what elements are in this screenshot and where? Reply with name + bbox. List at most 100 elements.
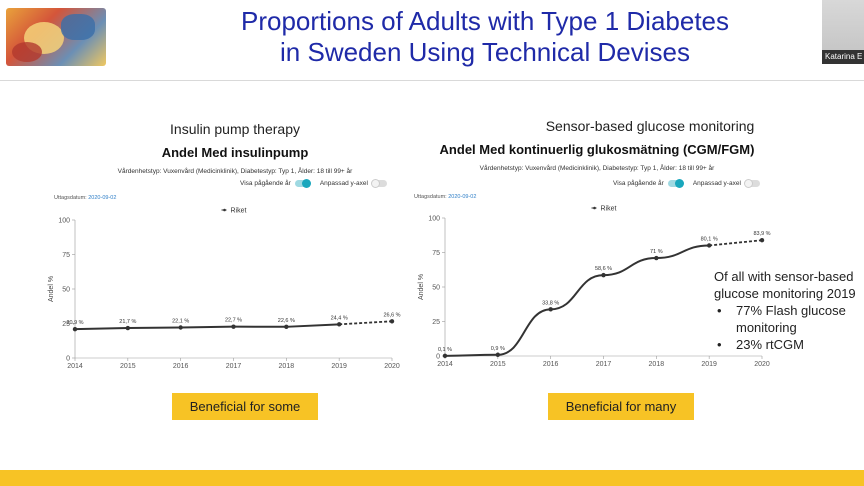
slide-title: Proportions of Adults with Type 1 Diabet… — [150, 6, 820, 68]
series-line-solid — [74, 323, 340, 331]
right-toggle-custom-axis-switch[interactable] — [743, 179, 760, 188]
y-tick-label: 50 — [432, 285, 440, 292]
data-label: 0,1 % — [438, 347, 452, 353]
left-toggle-running-year-label: Visa pågående år — [240, 180, 291, 187]
left-toggle-custom-axis-switch[interactable] — [370, 179, 387, 188]
data-label: 26,6 % — [383, 312, 400, 318]
presenter-name: Katarina E — [822, 50, 864, 64]
data-point — [654, 255, 659, 261]
left-extract-date-label: Uttagsdatum: — [54, 195, 87, 201]
y-tick-label: 75 — [432, 250, 440, 257]
data-point — [601, 272, 606, 278]
data-label: 22,7 % — [225, 318, 242, 324]
data-label: 22,1 % — [172, 319, 189, 325]
data-label: 24,4 % — [331, 315, 348, 321]
right-extract-date-value: 2020-09-02 — [448, 194, 477, 200]
right-panel-caption: Sensor-based glucose monitoring — [545, 118, 755, 134]
slide-title-line-1: Proportions of Adults with Type 1 Diabet… — [240, 6, 730, 36]
left-panel-caption: Insulin pump therapy — [170, 121, 300, 137]
x-tick-label: 2015 — [120, 363, 136, 370]
data-label: 83,9 % — [753, 231, 770, 237]
left-extract-date-value: 2020-09-02 — [88, 195, 117, 201]
insulin-pump-line-chart: 0 25 50 75 100 2014 2015 2016 2017 2018 2019 2020 An… — [48, 208, 401, 371]
legend-marker — [593, 206, 596, 210]
x-tick-label: 2020 — [754, 361, 770, 368]
data-point — [442, 353, 448, 359]
slide-title-line-2: in Sweden Using Technical Devises — [280, 37, 690, 67]
x-tick-label: 2017 — [596, 361, 612, 368]
left-panel-extract-date: Uttagsdatum: 2020-09-02 — [54, 195, 116, 201]
x-tick-label: 2014 — [437, 361, 453, 368]
data-label: 80,1 % — [701, 236, 718, 242]
y-axis-title: Andel % — [48, 276, 55, 302]
x-tick-label: 2018 — [279, 363, 295, 370]
data-point — [231, 324, 236, 329]
y-axis-title: Andel % — [418, 274, 425, 300]
right-toggle-running-year-switch[interactable] — [667, 179, 684, 188]
note-intro: Of all with sensor-based glucose monitor… — [714, 269, 856, 301]
slide-header — [0, 0, 864, 78]
legend-marker — [223, 208, 226, 212]
data-point — [389, 319, 395, 324]
series-line-dashed — [339, 320, 393, 326]
left-panel-badge: Beneficial for some — [172, 393, 318, 420]
x-tick-label: 2016 — [173, 363, 189, 370]
x-tick-label: 2014 — [67, 363, 83, 370]
data-point — [178, 325, 183, 330]
x-tick-label: 2016 — [543, 361, 559, 368]
sensor-breakdown-note: Of all with sensor-based glucose monitor… — [714, 268, 860, 353]
right-panel-extract-date: Uttagsdatum: 2020-09-02 — [414, 194, 476, 200]
y-tick-label: 25 — [62, 321, 70, 328]
y-tick-label: 0 — [66, 356, 70, 363]
data-label: 0,9 % — [491, 346, 505, 352]
left-toggle-custom-axis-label: Anpassad y-axel — [319, 180, 368, 187]
y-tick-label: 75 — [62, 252, 70, 259]
data-point — [759, 238, 765, 243]
data-point — [125, 325, 131, 331]
left-toggle-running-year-switch[interactable] — [294, 179, 311, 188]
left-panel-toggles: Visa pågående år Anpassad y-axel — [240, 179, 387, 188]
data-label: 20,9 % — [66, 320, 83, 326]
left-panel-filter-meta: Vårdenhetstyp: Vuxenvård (Medicinklinik)… — [117, 168, 353, 175]
y-tick-label: 0 — [436, 354, 440, 361]
data-point — [284, 324, 289, 330]
data-point — [706, 243, 712, 248]
note-list: 77% Flash glucose monitoring 23% rtCGM — [714, 302, 860, 353]
logo-shape — [61, 14, 95, 40]
slide-logo-image — [6, 8, 106, 66]
right-panel-toggles: Visa pågående år Anpassad y-axel — [613, 179, 760, 188]
data-label: 58,6 % — [595, 266, 612, 272]
sensor-monitoring-line-chart: 0 25 50 75 100 2014 2015 2016 2017 2018 2019 2020 An… — [418, 206, 771, 369]
x-tick-label: 2019 — [331, 363, 347, 370]
y-tick-label: 100 — [58, 218, 70, 225]
legend-label: Riket — [231, 208, 247, 215]
right-panel-filter-meta: Vårdenhetstyp: Vuxenvård (Medicinklinik)… — [479, 165, 715, 172]
data-point — [72, 326, 78, 332]
header-divider — [0, 80, 864, 81]
note-item-rtcgm: 23% rtCGM — [714, 336, 860, 353]
right-panel-badge: Beneficial for many — [548, 393, 694, 420]
right-extract-date-label: Uttagsdatum: — [414, 194, 447, 200]
x-tick-label: 2019 — [701, 361, 717, 368]
series-line-dashed — [709, 239, 763, 247]
data-point — [548, 307, 553, 312]
footer-bar — [0, 470, 864, 486]
data-label: 22,6 % — [278, 318, 295, 324]
x-tick-label: 2020 — [384, 363, 400, 370]
series-line-solid — [444, 244, 710, 357]
x-tick-label: 2015 — [490, 361, 506, 368]
x-tick-label: 2018 — [649, 361, 665, 368]
note-item-flash: 77% Flash glucose monitoring — [714, 302, 860, 336]
x-tick-label: 2017 — [226, 363, 242, 370]
y-tick-label: 100 — [428, 216, 440, 223]
y-tick-label: 25 — [432, 319, 440, 326]
right-toggle-running-year-label: Visa pågående år — [613, 180, 664, 187]
data-label: 33,8 % — [542, 300, 559, 306]
data-label: 71 % — [650, 249, 663, 255]
data-point — [336, 322, 342, 327]
right-toggle-custom-axis-label: Anpassad y-axel — [692, 180, 741, 187]
data-label: 21,7 % — [119, 319, 136, 325]
legend-label: Riket — [601, 206, 617, 213]
logo-shape — [12, 42, 42, 62]
right-panel-heading: Andel Med kontinuerlig glukosmätning (CG… — [439, 142, 755, 157]
